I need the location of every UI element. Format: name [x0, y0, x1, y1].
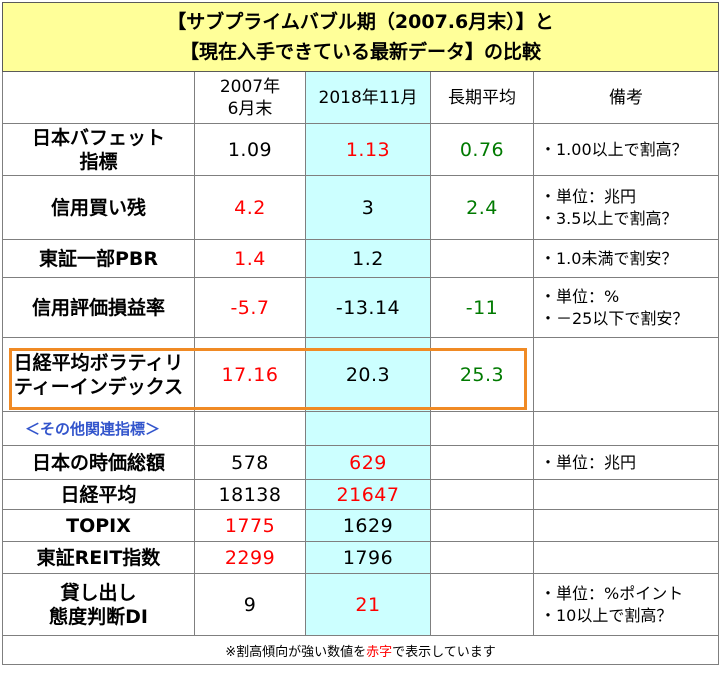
comparison-table: 【サブプライムバブル期（2007.6月末）】と 【現在入手できている最新データ】… — [1, 2, 720, 665]
row-label-topix: TOPIX — [2, 509, 195, 542]
footer-suffix: で表示しています — [392, 644, 496, 660]
value-2018: 21647 — [305, 479, 431, 510]
value-2007: 18138 — [194, 479, 306, 510]
value-average-empty — [430, 573, 534, 636]
value-2018: 1.13 — [305, 123, 431, 176]
row-label-buffett: 日本バフェット 指標 — [2, 123, 195, 176]
value-2007: 1.4 — [194, 239, 306, 278]
title-line-2: 【現在入手できている最新データ】の比較 — [180, 41, 542, 63]
note-cell: ・単位：兆円 ・3.5以上で割高？ — [532, 175, 720, 240]
row-label-reit: 東証REIT指数 — [2, 541, 195, 574]
row-label-vix: 日経平均ボラティリ ティーインデックス — [2, 337, 195, 412]
footer-row: ※割高傾向が強い数値を赤字で表示しています — [1, 635, 720, 665]
row-label-pbr: 東証一部PBR — [2, 239, 195, 278]
value-2018: 3 — [305, 175, 431, 240]
table-row: 信用買い残 4.2 3 2.4 ・単位：兆円 ・3.5以上で割高？ — [2, 175, 720, 240]
value-average-empty — [430, 445, 534, 480]
other-indicators-header: ＜その他関連指標＞ — [2, 411, 195, 446]
row-label-valuation: 信用評価損益率 — [2, 277, 195, 338]
value-2018: 20.3 — [305, 337, 431, 412]
value-average-empty — [430, 239, 534, 278]
note-cell-empty — [532, 337, 720, 412]
value-2007: 2299 — [194, 541, 306, 574]
value-average: 2.4 — [430, 175, 534, 240]
empty-cell — [194, 411, 306, 446]
title-row: 【サブプライムバブル期（2007.6月末）】と 【現在入手できている最新データ】… — [1, 2, 720, 72]
header-2018: 2018年11月 — [305, 71, 431, 124]
value-2007: -5.7 — [194, 277, 306, 338]
table-row: 日経平均ボラティリ ティーインデックス 17.16 20.3 25.3 — [2, 337, 720, 412]
value-2018: 1.2 — [305, 239, 431, 278]
value-2007: 17.16 — [194, 337, 306, 412]
header-2007: 2007年 6月末 — [194, 71, 306, 124]
note-cell: ・1.00以上で割高？ — [532, 123, 720, 176]
table-title: 【サブプライムバブル期（2007.6月末）】と 【現在入手できている最新データ】… — [1, 2, 720, 72]
footer-prefix: ※割高傾向が強い数値を — [225, 644, 367, 660]
value-2018: 1629 — [305, 509, 431, 542]
note-cell: ・単位：%ポイント ・10以上で割高？ — [532, 573, 720, 636]
note-cell: ・単位：% ・－25以下で割安？ — [532, 277, 720, 338]
note-cell-empty — [532, 479, 720, 510]
value-2007: 1775 — [194, 509, 306, 542]
table-row: 日本バフェット 指標 1.09 1.13 0.76 ・1.00以上で割高？ — [2, 123, 720, 176]
footer-red-word: 赤字 — [366, 644, 393, 660]
subheader-row: ＜その他関連指標＞ — [2, 411, 720, 446]
row-label-market-cap: 日本の時価総額 — [2, 445, 195, 480]
value-2018: 629 — [305, 445, 431, 480]
value-2018: -13.14 — [305, 277, 431, 338]
table-row: 日経平均 18138 21647 — [2, 479, 720, 510]
table-row: 貸し出し 態度判断DI 9 21 ・単位：%ポイント ・10以上で割高？ — [2, 573, 720, 636]
table-row: 日本の時価総額 578 629 ・単位：兆円 — [2, 445, 720, 480]
value-average-empty — [430, 509, 534, 542]
value-average: 25.3 — [430, 337, 534, 412]
note-cell-empty — [532, 509, 720, 542]
value-2007: 9 — [194, 573, 306, 636]
empty-cell — [430, 411, 534, 446]
note-cell: ・単位：兆円 — [532, 445, 720, 480]
value-2018: 21 — [305, 573, 431, 636]
value-average: 0.76 — [430, 123, 534, 176]
footer-note: ※割高傾向が強い数値を赤字で表示しています — [1, 635, 720, 665]
value-2007: 578 — [194, 445, 306, 480]
table-row: 東証REIT指数 2299 1796 — [2, 541, 720, 574]
table-row: 東証一部PBR 1.4 1.2 ・1.0未満で割安？ — [2, 239, 720, 278]
empty-cell — [305, 411, 431, 446]
value-2007: 1.09 — [194, 123, 306, 176]
header-notes: 備考 — [532, 71, 720, 124]
note-cell-empty — [532, 541, 720, 574]
table-row: 信用評価損益率 -5.7 -13.14 -11 ・単位：% ・－25以下で割安？ — [2, 277, 720, 338]
row-label-lending: 貸し出し 態度判断DI — [2, 573, 195, 636]
empty-cell — [532, 411, 720, 446]
value-average-empty — [430, 479, 534, 510]
header-row: 2007年 6月末 2018年11月 長期平均 備考 — [2, 71, 720, 124]
value-average-empty — [430, 541, 534, 574]
value-2018: 1796 — [305, 541, 431, 574]
note-cell: ・1.0未満で割安？ — [532, 239, 720, 278]
row-label-nikkei: 日経平均 — [2, 479, 195, 510]
header-long-term-average: 長期平均 — [430, 71, 534, 124]
table-row: TOPIX 1775 1629 — [2, 509, 720, 542]
row-label-margin: 信用買い残 — [2, 175, 195, 240]
value-average: -11 — [430, 277, 534, 338]
value-2007: 4.2 — [194, 175, 306, 240]
title-line-1: 【サブプライムバブル期（2007.6月末）】と — [167, 11, 554, 33]
header-empty-cell — [2, 71, 195, 124]
